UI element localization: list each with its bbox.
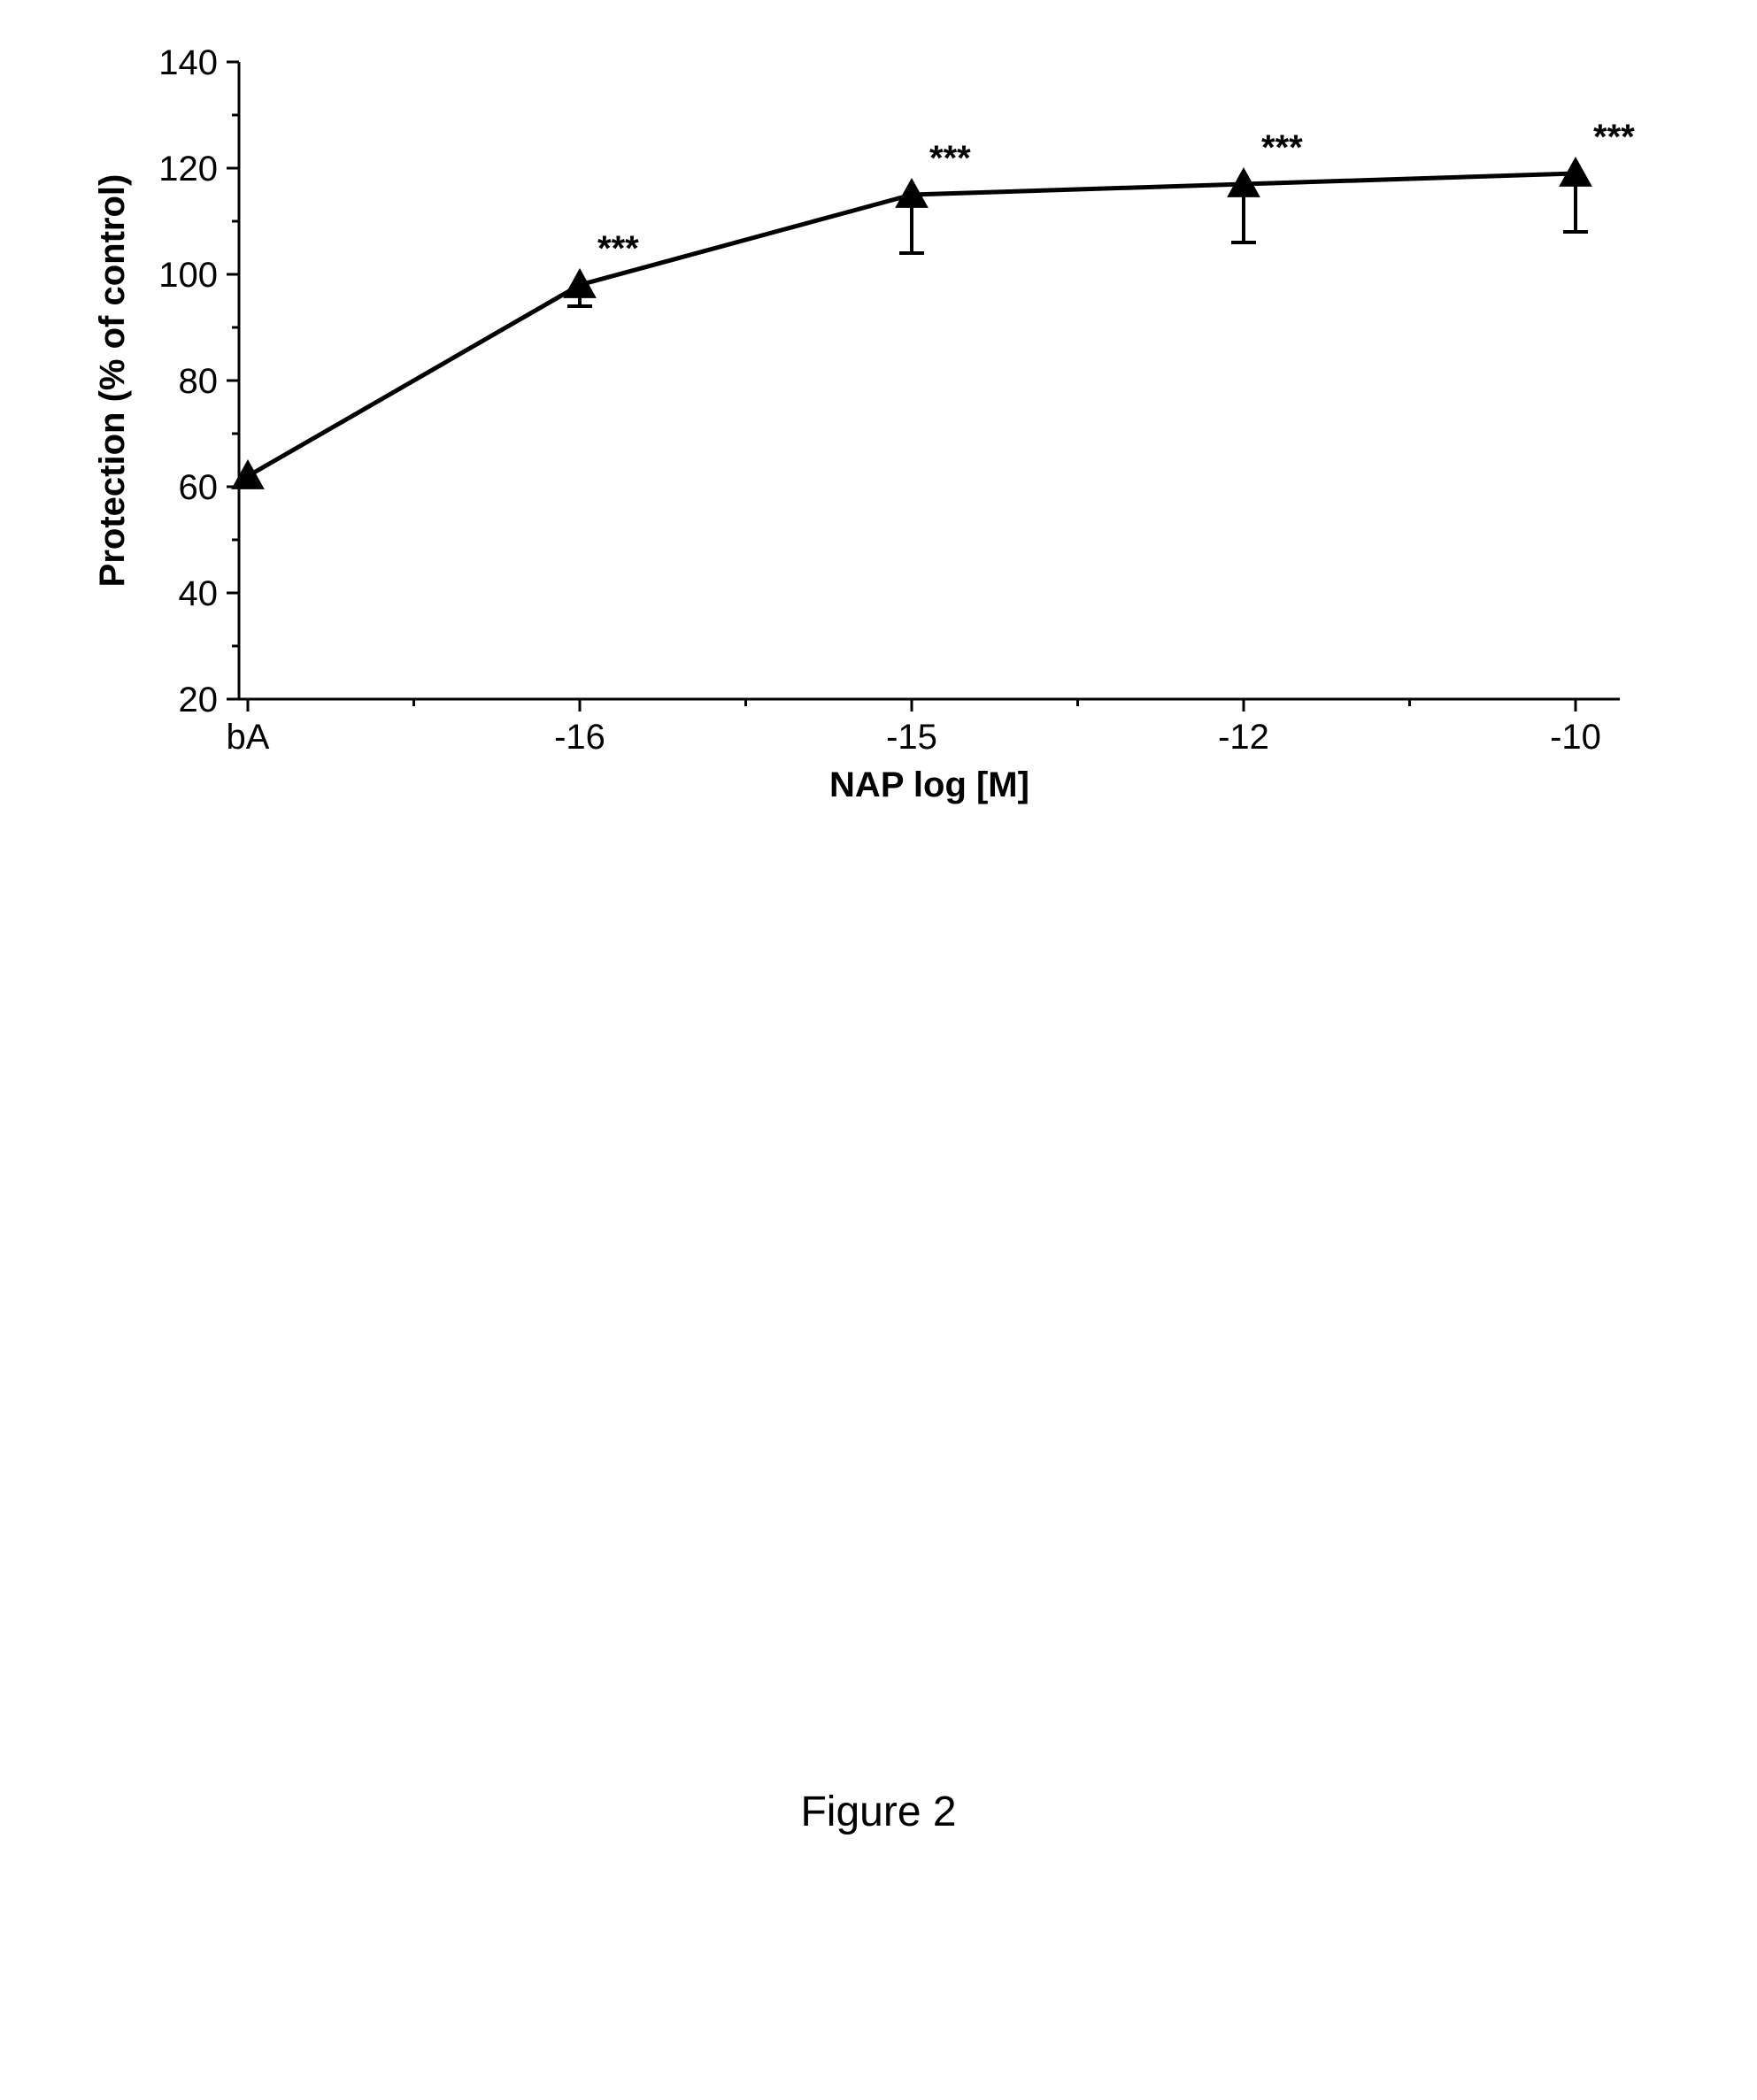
svg-text:80: 80 [179, 362, 219, 401]
svg-text:60: 60 [179, 468, 219, 507]
svg-text:NAP log [M]: NAP log [M] [829, 765, 1029, 804]
svg-text:20: 20 [179, 681, 219, 719]
svg-text:Protection (% of control): Protection (% of control) [93, 174, 132, 588]
svg-text:***: *** [597, 229, 639, 268]
svg-text:-16: -16 [554, 718, 605, 757]
svg-text:***: *** [1593, 118, 1635, 157]
svg-text:140: 140 [158, 43, 218, 82]
svg-text:-10: -10 [1550, 718, 1601, 757]
figure-caption: Figure 2 [0, 1788, 1757, 1836]
svg-text:***: *** [929, 139, 971, 178]
svg-text:***: *** [1261, 128, 1303, 167]
svg-text:bA: bA [227, 718, 270, 757]
protection-chart: 20 40 60 80 100 120 140 bA -16 -15 -12 -10 NAP log [… [71, 35, 1664, 832]
svg-text:-15: -15 [886, 718, 937, 757]
svg-text:40: 40 [179, 574, 219, 613]
svg-text:120: 120 [158, 150, 218, 188]
svg-text:100: 100 [158, 256, 218, 295]
svg-text:-12: -12 [1218, 718, 1269, 757]
